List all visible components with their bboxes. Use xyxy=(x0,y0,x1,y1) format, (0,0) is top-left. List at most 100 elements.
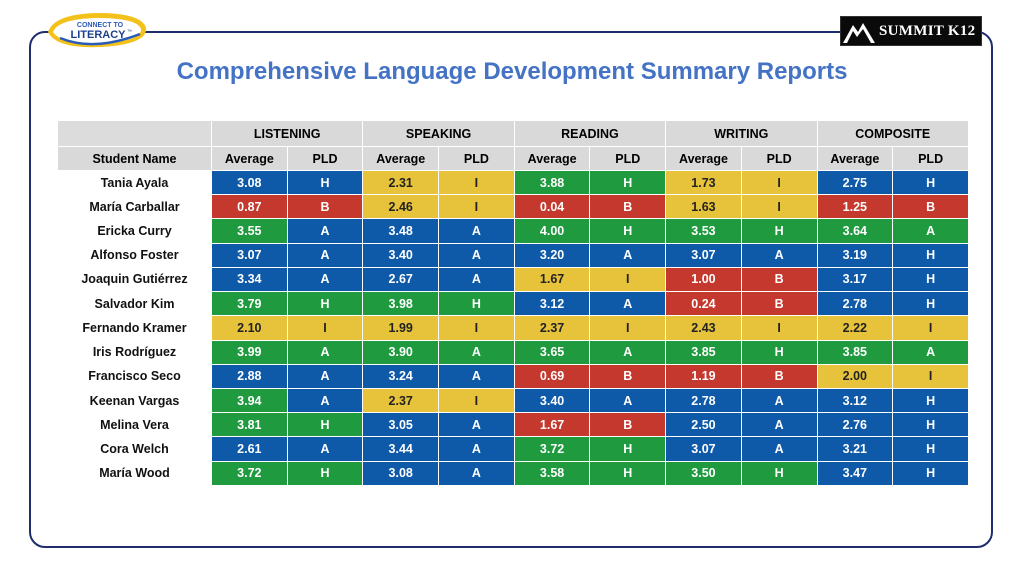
composite-pld-cell: I xyxy=(892,363,969,389)
student-name-cell: Alfonso Foster xyxy=(57,242,212,268)
table-row: Cora Welch 2.61 A 3.44 A 3.72 H 3.07 A 3.21 H xyxy=(57,436,969,462)
writing-average-cell: 1.73 xyxy=(665,169,742,196)
speaking-pld-cell: A xyxy=(438,242,515,268)
composite-pld-cell: H xyxy=(892,291,969,317)
writing-average-cell: 3.53 xyxy=(665,218,742,244)
composite-pld-cell: B xyxy=(892,194,969,220)
student-name-cell: Fernando Kramer xyxy=(57,315,212,341)
reading-pld-cell: A xyxy=(589,339,667,365)
listening-pld-cell: A xyxy=(286,266,364,293)
listening-average-cell: 3.07 xyxy=(211,242,288,268)
writing-pld-cell: A xyxy=(740,242,818,268)
composite-average-cell: 1.25 xyxy=(816,194,894,220)
table-row: Ericka Curry 3.55 A 3.48 A 4.00 H 3.53 H 3.64 A xyxy=(57,218,969,244)
speaking-average-cell: 2.46 xyxy=(362,194,440,220)
student-name-cell: Iris Rodríguez xyxy=(57,339,212,365)
writing-pld-cell: A xyxy=(740,412,818,438)
average-header: Average xyxy=(362,146,440,171)
listening-pld-cell: H xyxy=(286,291,364,317)
writing-pld-cell: B xyxy=(740,363,818,389)
speaking-average-cell: 3.90 xyxy=(362,339,440,365)
writing-average-cell: 2.50 xyxy=(665,412,742,438)
writing-pld-cell: H xyxy=(740,218,818,244)
student-name-cell: Keenan Vargas xyxy=(57,387,212,414)
composite-average-cell: 2.78 xyxy=(816,291,894,317)
writing-pld-cell: B xyxy=(740,291,818,317)
student-name-cell: Joaquin Gutiérrez xyxy=(57,266,212,293)
writing-average-cell: 3.07 xyxy=(665,242,742,268)
writing-pld-cell: A xyxy=(740,436,818,462)
writing-average-cell: 1.63 xyxy=(665,194,742,220)
listening-average-cell: 3.72 xyxy=(211,460,288,487)
logo-line1: CONNECT TO xyxy=(77,22,124,29)
student-name-cell: Ericka Curry xyxy=(57,218,212,244)
listening-pld-cell: A xyxy=(286,436,364,462)
table-row: Melina Vera 3.81 H 3.05 A 1.67 B 2.50 A 2.76 H xyxy=(57,412,969,438)
composite-average-cell: 3.85 xyxy=(816,339,894,365)
reading-pld-cell: I xyxy=(589,315,667,341)
listening-pld-cell: H xyxy=(286,460,364,487)
group-header-row: LISTENING SPEAKING READING WRITING COMPO… xyxy=(57,120,969,147)
table-row: Joaquin Gutiérrez 3.34 A 2.67 A 1.67 I 1.00 B 3.1… xyxy=(57,266,969,293)
logo-tm: ™ xyxy=(127,29,132,35)
table-row: Alfonso Foster 3.07 A 3.40 A 3.20 A 3.07 A 3.19 H xyxy=(57,242,969,268)
logo-line2: LITERACY xyxy=(71,29,127,41)
composite-pld-cell: H xyxy=(892,242,969,268)
reading-pld-cell: H xyxy=(589,460,667,487)
composite-pld-cell: H xyxy=(892,387,969,414)
composite-pld-cell: H xyxy=(892,412,969,438)
group-header-reading: READING xyxy=(513,120,667,147)
reading-pld-cell: B xyxy=(589,194,667,220)
table-row: Salvador Kim 3.79 H 3.98 H 3.12 A 0.24 B 2.78 H xyxy=(57,291,969,317)
composite-pld-cell: H xyxy=(892,460,969,487)
speaking-pld-cell: A xyxy=(438,460,515,487)
reading-average-cell: 3.12 xyxy=(513,291,591,317)
group-header-writing: WRITING xyxy=(665,120,818,147)
speaking-pld-cell: A xyxy=(438,266,515,293)
speaking-pld-cell: I xyxy=(438,315,515,341)
speaking-pld-cell: A xyxy=(438,218,515,244)
writing-pld-cell: H xyxy=(740,339,818,365)
student-name-header: Student Name xyxy=(57,146,212,171)
connect-to-literacy-logo: CONNECT TO LITERACY ™ xyxy=(48,13,147,48)
composite-pld-cell: H xyxy=(892,169,969,196)
writing-average-cell: 3.07 xyxy=(665,436,742,462)
writing-pld-cell: H xyxy=(740,460,818,487)
speaking-average-cell: 2.31 xyxy=(362,169,440,196)
table-row: Tania Ayala 3.08 H 2.31 I 3.88 H 1.73 I 2.75 H xyxy=(57,169,969,196)
sub-header-row: Student Name Average PLD Average PLD Ave… xyxy=(57,146,969,171)
speaking-average-cell: 3.24 xyxy=(362,363,440,389)
listening-pld-cell: A xyxy=(286,339,364,365)
writing-average-cell: 0.24 xyxy=(665,291,742,317)
listening-pld-cell: A xyxy=(286,242,364,268)
listening-average-cell: 3.34 xyxy=(211,266,288,293)
reading-pld-cell: H xyxy=(589,218,667,244)
speaking-pld-cell: I xyxy=(438,169,515,196)
writing-pld-cell: B xyxy=(740,266,818,293)
reading-average-cell: 0.04 xyxy=(513,194,591,220)
listening-pld-cell: B xyxy=(286,194,364,220)
summit-k12-logo: SUMMIT K12 xyxy=(840,16,982,46)
reading-average-cell: 3.65 xyxy=(513,339,591,365)
table-row: María Carballar 0.87 B 2.46 I 0.04 B 1.63 I 1.25 B xyxy=(57,194,969,220)
composite-average-cell: 3.17 xyxy=(816,266,894,293)
reading-pld-cell: A xyxy=(589,387,667,414)
speaking-pld-cell: A xyxy=(438,339,515,365)
writing-average-cell: 1.00 xyxy=(665,266,742,293)
mountain-icon xyxy=(843,23,875,43)
table-body: Tania Ayala 3.08 H 2.31 I 3.88 H 1.73 I 2.75 H Marí… xyxy=(57,169,969,487)
composite-average-cell: 3.21 xyxy=(816,436,894,462)
pld-header: PLD xyxy=(740,146,818,171)
reading-pld-cell: B xyxy=(589,412,667,438)
composite-average-cell: 2.22 xyxy=(816,315,894,341)
composite-average-cell: 2.75 xyxy=(816,169,894,196)
student-name-cell: Francisco Seco xyxy=(57,363,212,389)
student-name-cell: Cora Welch xyxy=(57,436,212,462)
reading-pld-cell: A xyxy=(589,242,667,268)
reading-pld-cell: H xyxy=(589,169,667,196)
listening-average-cell: 3.79 xyxy=(211,291,288,317)
table-row: Keenan Vargas 3.94 A 2.37 I 3.40 A 2.78 A 3.12 H xyxy=(57,387,969,414)
speaking-average-cell: 2.37 xyxy=(362,387,440,414)
pld-header: PLD xyxy=(286,146,364,171)
listening-pld-cell: I xyxy=(286,315,364,341)
